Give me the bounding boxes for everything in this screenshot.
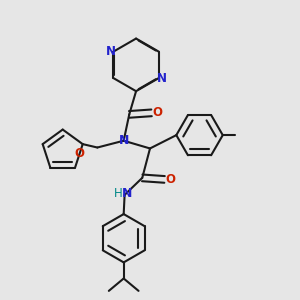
Text: O: O xyxy=(165,173,175,186)
Text: O: O xyxy=(74,147,84,160)
Text: H: H xyxy=(113,187,122,200)
Text: N: N xyxy=(157,71,167,85)
Text: N: N xyxy=(122,187,132,200)
Text: O: O xyxy=(152,106,162,119)
Text: N: N xyxy=(118,134,129,147)
Text: N: N xyxy=(106,45,116,58)
